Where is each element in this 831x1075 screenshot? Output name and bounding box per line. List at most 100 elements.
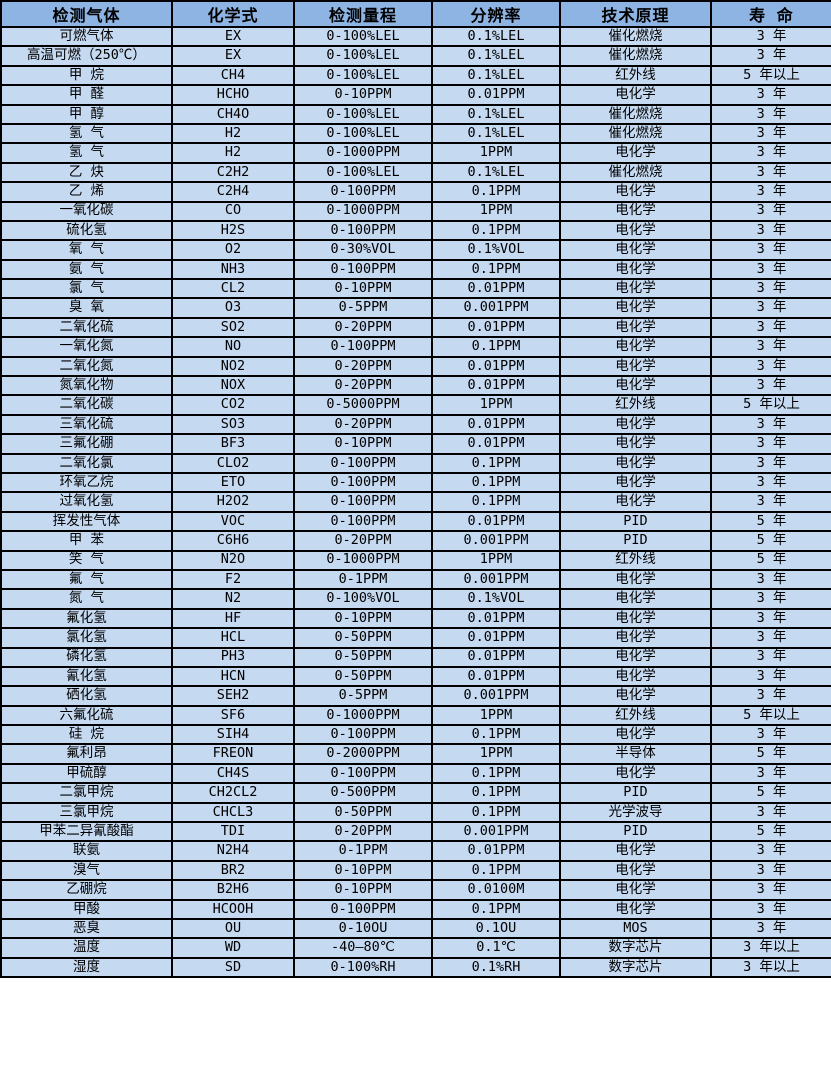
cell-gas: 溴气 <box>0 859 173 882</box>
cell-gas: 氟 气 <box>0 568 173 591</box>
table-row: 一氧化氮 NO 0-100PPM 0.1PPM 电化学 3 年 <box>0 336 831 358</box>
cell-principle: 电化学 <box>559 724 712 746</box>
cell-resolution: 0.1PPM <box>431 471 561 494</box>
cell-gas: 氢 气 <box>0 122 173 145</box>
table-row: 笑 气 N2O 0-1000PPM 1PPM 红外线 5 年 <box>0 549 831 571</box>
cell-formula: CL2 <box>171 278 295 300</box>
cell-range: 0-50PPM <box>293 801 433 824</box>
cell-range: 0-1000PPM <box>293 704 433 727</box>
table-row: 湿度 SD 0-100%RH 0.1%RH 数字芯片 3 年以上 <box>0 956 831 979</box>
cell-gas: 氯 气 <box>0 278 173 300</box>
cell-gas: 硫化氢 <box>0 219 173 242</box>
cell-principle: 数字芯片 <box>559 937 712 959</box>
cell-range: 0-100PPM <box>293 452 433 475</box>
cell-gas: 硅 烷 <box>0 724 173 746</box>
table-row: 联氨 N2H4 0-1PPM 0.01PPM 电化学 3 年 <box>0 840 831 862</box>
table-row: 氟利昂 FREON 0-2000PPM 1PPM 半导体 5 年 <box>0 743 831 765</box>
table-row: 氟化氢 HF 0-10PPM 0.01PPM 电化学 3 年 <box>0 607 831 630</box>
cell-range: 0-20PPM <box>293 375 433 397</box>
cell-formula: HCL <box>171 627 295 649</box>
table-row: 三氧化硫 SO3 0-20PPM 0.01PPM 电化学 3 年 <box>0 413 831 436</box>
cell-principle: 催化燃烧 <box>559 45 712 67</box>
cell-lifespan: 3 年 <box>710 142 831 164</box>
cell-resolution: 0.01PPM <box>431 510 561 533</box>
cell-formula: O3 <box>171 297 295 319</box>
cell-principle: 电化学 <box>559 898 712 920</box>
cell-range: 0-100%LEL <box>293 45 433 67</box>
cell-principle: 电化学 <box>559 627 712 649</box>
table-row: 温度 WD -40—80℃ 0.1℃ 数字芯片 3 年以上 <box>0 937 831 959</box>
cell-resolution: 0.01PPM <box>431 627 561 649</box>
cell-principle: PID <box>559 782 712 804</box>
cell-resolution: 0.001PPM <box>431 820 561 843</box>
cell-formula: C6H6 <box>171 530 295 552</box>
cell-range: 0-100PPM <box>293 510 433 533</box>
cell-gas: 氧 气 <box>0 239 173 261</box>
cell-resolution: 0.0100M <box>431 879 561 901</box>
cell-range: 0-100PPM <box>293 181 433 203</box>
cell-formula: C2H2 <box>171 161 295 184</box>
cell-principle: 红外线 <box>559 394 712 416</box>
cell-gas: 氟化氢 <box>0 607 173 630</box>
cell-gas: 二氧化氯 <box>0 452 173 475</box>
cell-principle: 催化燃烧 <box>559 161 712 184</box>
cell-resolution: 0.1℃ <box>431 937 561 959</box>
cell-principle: 电化学 <box>559 375 712 397</box>
cell-gas: 乙 炔 <box>0 161 173 184</box>
cell-range: 0-10PPM <box>293 859 433 882</box>
cell-formula: EX <box>171 45 295 67</box>
cell-gas: 二氯甲烷 <box>0 782 173 804</box>
cell-gas: 一氧化碳 <box>0 200 173 222</box>
cell-principle: 催化燃烧 <box>559 122 712 145</box>
cell-resolution: 0.01PPM <box>431 316 561 339</box>
cell-lifespan: 5 年 <box>710 510 831 533</box>
table-row: 三氯甲烷 CHCL3 0-50PPM 0.1PPM 光学波导 3 年 <box>0 801 831 824</box>
cell-lifespan: 3 年 <box>710 355 831 378</box>
cell-lifespan: 5 年 <box>710 743 831 765</box>
cell-gas: 温度 <box>0 937 173 959</box>
column-header-lifespan: 寿 命 <box>710 0 831 28</box>
cell-formula: SEH2 <box>171 685 295 707</box>
cell-principle: 半导体 <box>559 743 712 765</box>
table-row: 氯 气 CL2 0-10PPM 0.01PPM 电化学 3 年 <box>0 278 831 300</box>
cell-formula: HCOOH <box>171 898 295 920</box>
cell-range: -40—80℃ <box>293 937 433 959</box>
cell-resolution: 1PPM <box>431 549 561 571</box>
cell-lifespan: 3 年 <box>710 258 831 281</box>
cell-principle: PID <box>559 530 712 552</box>
cell-range: 0-100PPM <box>293 219 433 242</box>
cell-lifespan: 3 年 <box>710 471 831 494</box>
cell-principle: 电化学 <box>559 859 712 882</box>
cell-principle: 光学波导 <box>559 801 712 824</box>
cell-principle: 电化学 <box>559 568 712 591</box>
table-row: 二氧化硫 SO2 0-20PPM 0.01PPM 电化学 3 年 <box>0 316 831 339</box>
cell-lifespan: 3 年 <box>710 840 831 862</box>
table-row: 溴气 BR2 0-10PPM 0.1PPM 电化学 3 年 <box>0 859 831 882</box>
cell-resolution: 0.1PPM <box>431 219 561 242</box>
cell-resolution: 0.01PPM <box>431 84 561 106</box>
cell-resolution: 0.1%LEL <box>431 161 561 184</box>
cell-lifespan: 5 年以上 <box>710 394 831 416</box>
column-header-principle: 技术原理 <box>559 0 712 28</box>
cell-gas: 高温可燃（250℃） <box>0 45 173 67</box>
cell-gas: 乙 烯 <box>0 181 173 203</box>
cell-principle: 电化学 <box>559 355 712 378</box>
cell-principle: 电化学 <box>559 607 712 630</box>
cell-lifespan: 5 年 <box>710 782 831 804</box>
cell-range: 0-10OU <box>293 917 433 940</box>
cell-resolution: 0.001PPM <box>431 568 561 591</box>
cell-range: 0-100PPM <box>293 336 433 358</box>
cell-gas: 六氟化硫 <box>0 704 173 727</box>
cell-lifespan: 3 年 <box>710 433 831 455</box>
cell-range: 0-100%LEL <box>293 122 433 145</box>
cell-lifespan: 3 年 <box>710 239 831 261</box>
cell-principle: 电化学 <box>559 297 712 319</box>
column-header-gas: 检测气体 <box>0 0 173 28</box>
cell-formula: N2H4 <box>171 840 295 862</box>
cell-gas: 氨 气 <box>0 258 173 281</box>
cell-principle: PID <box>559 510 712 533</box>
cell-formula: HCHO <box>171 84 295 106</box>
cell-lifespan: 3 年 <box>710 762 831 785</box>
table-row: 甲 醛 HCHO 0-10PPM 0.01PPM 电化学 3 年 <box>0 84 831 106</box>
cell-lifespan: 3 年 <box>710 801 831 824</box>
